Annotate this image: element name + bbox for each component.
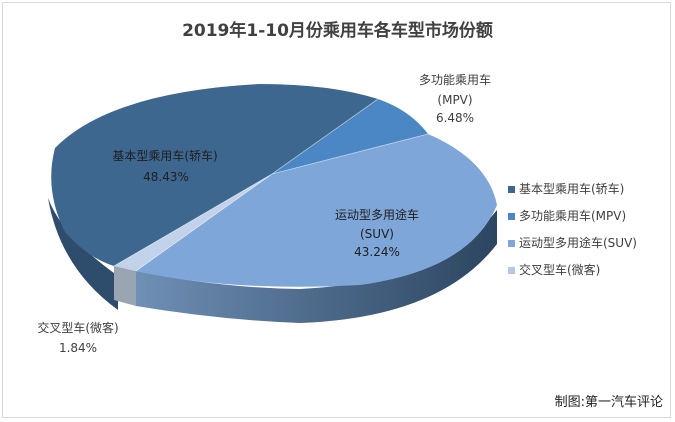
label-sedan-name: 基本型乘用车(轿车)	[112, 148, 217, 163]
pie-side-sedan	[48, 198, 118, 310]
legend-label-suv: 运动型多用途车(SUV)	[519, 235, 637, 250]
legend-swatch-crossover	[508, 267, 515, 274]
label-mpv-value: 6.48%	[436, 111, 474, 125]
label-mpv-name: 多功能乘用车	[419, 72, 491, 87]
pie-side-crossover	[114, 266, 136, 306]
pie-slice-suv	[136, 134, 497, 287]
pie-slice-crossover	[114, 174, 272, 271]
pie-slice-sedan	[51, 84, 378, 266]
pie-side-suv	[136, 210, 497, 323]
legend-label-mpv: 多功能乘用车(MPV)	[519, 208, 626, 223]
label-crossover-name: 交叉型车(微客)	[37, 320, 118, 335]
label-suv-name-2: (SUV)	[360, 227, 394, 241]
label-suv-name: 运动型多用途车	[335, 207, 419, 222]
source-note: 制图:第一汽车评论	[554, 395, 663, 410]
label-suv-value: 43.24%	[354, 245, 400, 259]
label-mpv-name-2: (MPV)	[437, 93, 472, 107]
legend-label-crossover: 交叉型车(微客)	[519, 262, 600, 277]
label-crossover-value: 1.84%	[59, 341, 97, 355]
legend-swatch-mpv	[508, 213, 515, 220]
chart-title: 2019年1-10月份乘用车各车型市场份额	[182, 21, 493, 41]
legend: 基本型乘用车(轿车) 多功能乘用车(MPV) 运动型多用途车(SUV) 交叉型车…	[508, 181, 637, 277]
label-sedan-value: 48.43%	[143, 170, 189, 184]
legend-swatch-suv	[508, 240, 515, 247]
pie-slice-mpv	[272, 99, 428, 174]
legend-swatch-sedan	[508, 186, 515, 193]
legend-label-sedan: 基本型乘用车(轿车)	[519, 181, 624, 196]
